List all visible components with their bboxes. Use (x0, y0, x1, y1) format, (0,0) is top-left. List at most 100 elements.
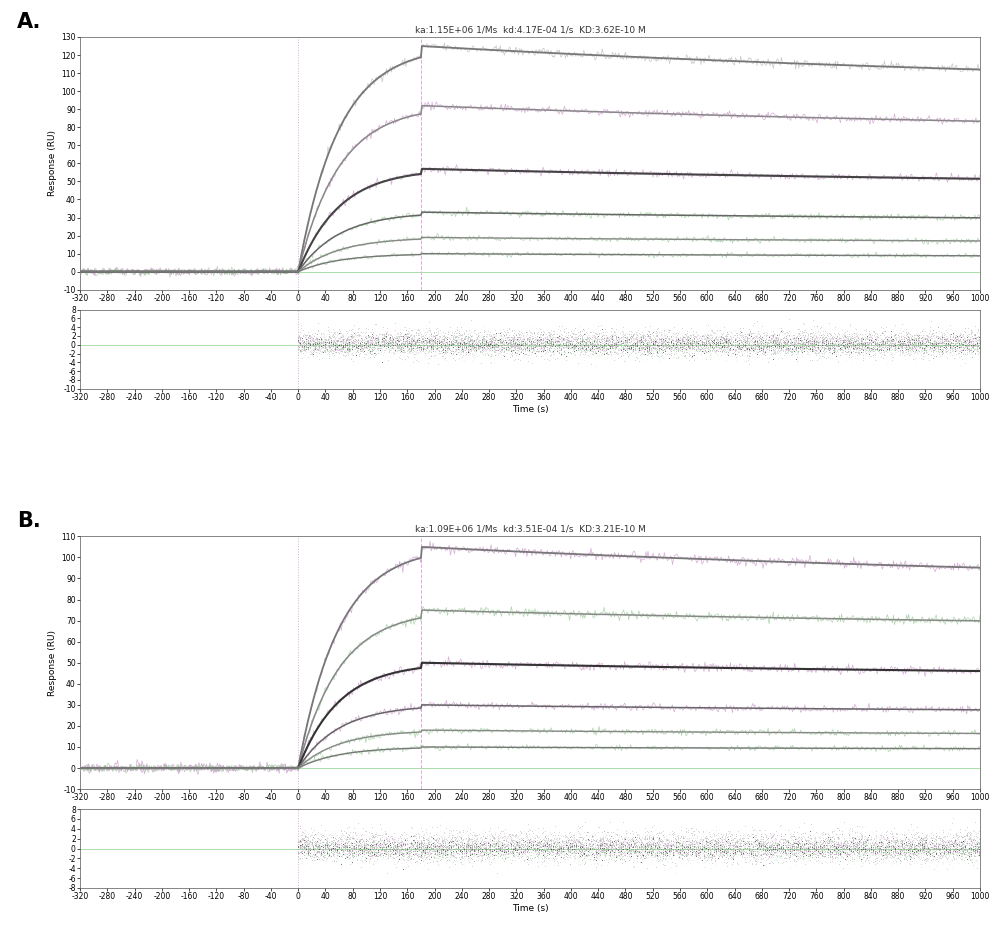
Point (666, 839, 682, 854)
Point (914, 341, 930, 356)
Point (810, 838, 826, 853)
Point (504, 333, 520, 348)
Point (786, 336, 802, 351)
Point (850, 345, 866, 360)
Point (924, 840, 940, 855)
Point (845, 337, 861, 352)
Point (647, 337, 663, 352)
Point (754, 334, 770, 349)
Point (394, 341, 410, 356)
Point (799, 339, 815, 353)
Point (304, 333, 320, 348)
Point (460, 834, 476, 849)
Point (566, 837, 582, 852)
Point (353, 840, 369, 855)
Point (539, 829, 555, 844)
Point (808, 824, 824, 839)
Point (581, 327, 597, 342)
Point (856, 846, 872, 861)
Point (619, 334, 635, 349)
Point (743, 843, 759, 857)
Point (783, 343, 799, 358)
Point (529, 835, 545, 850)
Point (486, 337, 502, 352)
Point (818, 340, 834, 355)
Point (669, 844, 685, 858)
Point (499, 836, 515, 851)
Point (949, 339, 965, 353)
Point (558, 333, 574, 348)
Point (515, 847, 531, 862)
Point (402, 336, 418, 351)
Point (600, 838, 616, 853)
Point (777, 335, 793, 350)
Point (935, 338, 951, 352)
Point (311, 339, 327, 353)
Point (747, 847, 763, 862)
Point (565, 834, 581, 849)
Point (598, 327, 614, 342)
Point (560, 329, 576, 344)
Point (584, 841, 600, 856)
Point (758, 844, 774, 858)
Point (305, 840, 321, 855)
Point (702, 337, 718, 352)
Point (879, 333, 895, 348)
Point (712, 326, 728, 340)
Point (838, 330, 854, 345)
Point (615, 336, 631, 351)
Point (454, 339, 470, 354)
Point (904, 845, 920, 860)
Point (842, 860, 858, 875)
Point (656, 330, 672, 345)
Point (455, 833, 471, 848)
Point (484, 339, 500, 353)
Point (937, 339, 953, 354)
Point (446, 848, 462, 863)
Point (623, 327, 639, 342)
Point (606, 335, 622, 350)
Point (641, 830, 657, 845)
Point (680, 839, 696, 854)
Point (617, 844, 633, 858)
Point (688, 846, 704, 861)
Point (441, 841, 457, 856)
Point (689, 328, 705, 343)
Point (808, 832, 824, 847)
Point (358, 325, 374, 339)
Point (822, 830, 838, 845)
Point (915, 841, 931, 856)
Point (669, 829, 685, 844)
Point (337, 837, 353, 852)
Point (943, 335, 959, 350)
Point (963, 842, 979, 857)
Point (736, 834, 752, 849)
Point (867, 331, 883, 346)
Point (438, 338, 454, 352)
Point (296, 839, 312, 854)
Point (598, 842, 614, 857)
Point (413, 836, 429, 851)
Point (590, 839, 606, 854)
Point (378, 326, 394, 340)
Point (639, 836, 655, 851)
Point (888, 832, 904, 847)
Point (888, 332, 904, 347)
Point (363, 832, 379, 846)
Point (496, 842, 512, 857)
Point (674, 852, 690, 867)
Point (469, 839, 485, 854)
Point (534, 838, 550, 853)
Point (910, 835, 926, 850)
Point (381, 336, 397, 351)
Point (416, 835, 432, 850)
Point (604, 328, 620, 343)
Point (679, 833, 695, 848)
Point (519, 838, 535, 853)
Point (877, 841, 893, 856)
Point (821, 340, 837, 355)
Point (658, 330, 674, 345)
Point (971, 340, 987, 355)
Point (749, 334, 765, 349)
Point (950, 838, 966, 853)
